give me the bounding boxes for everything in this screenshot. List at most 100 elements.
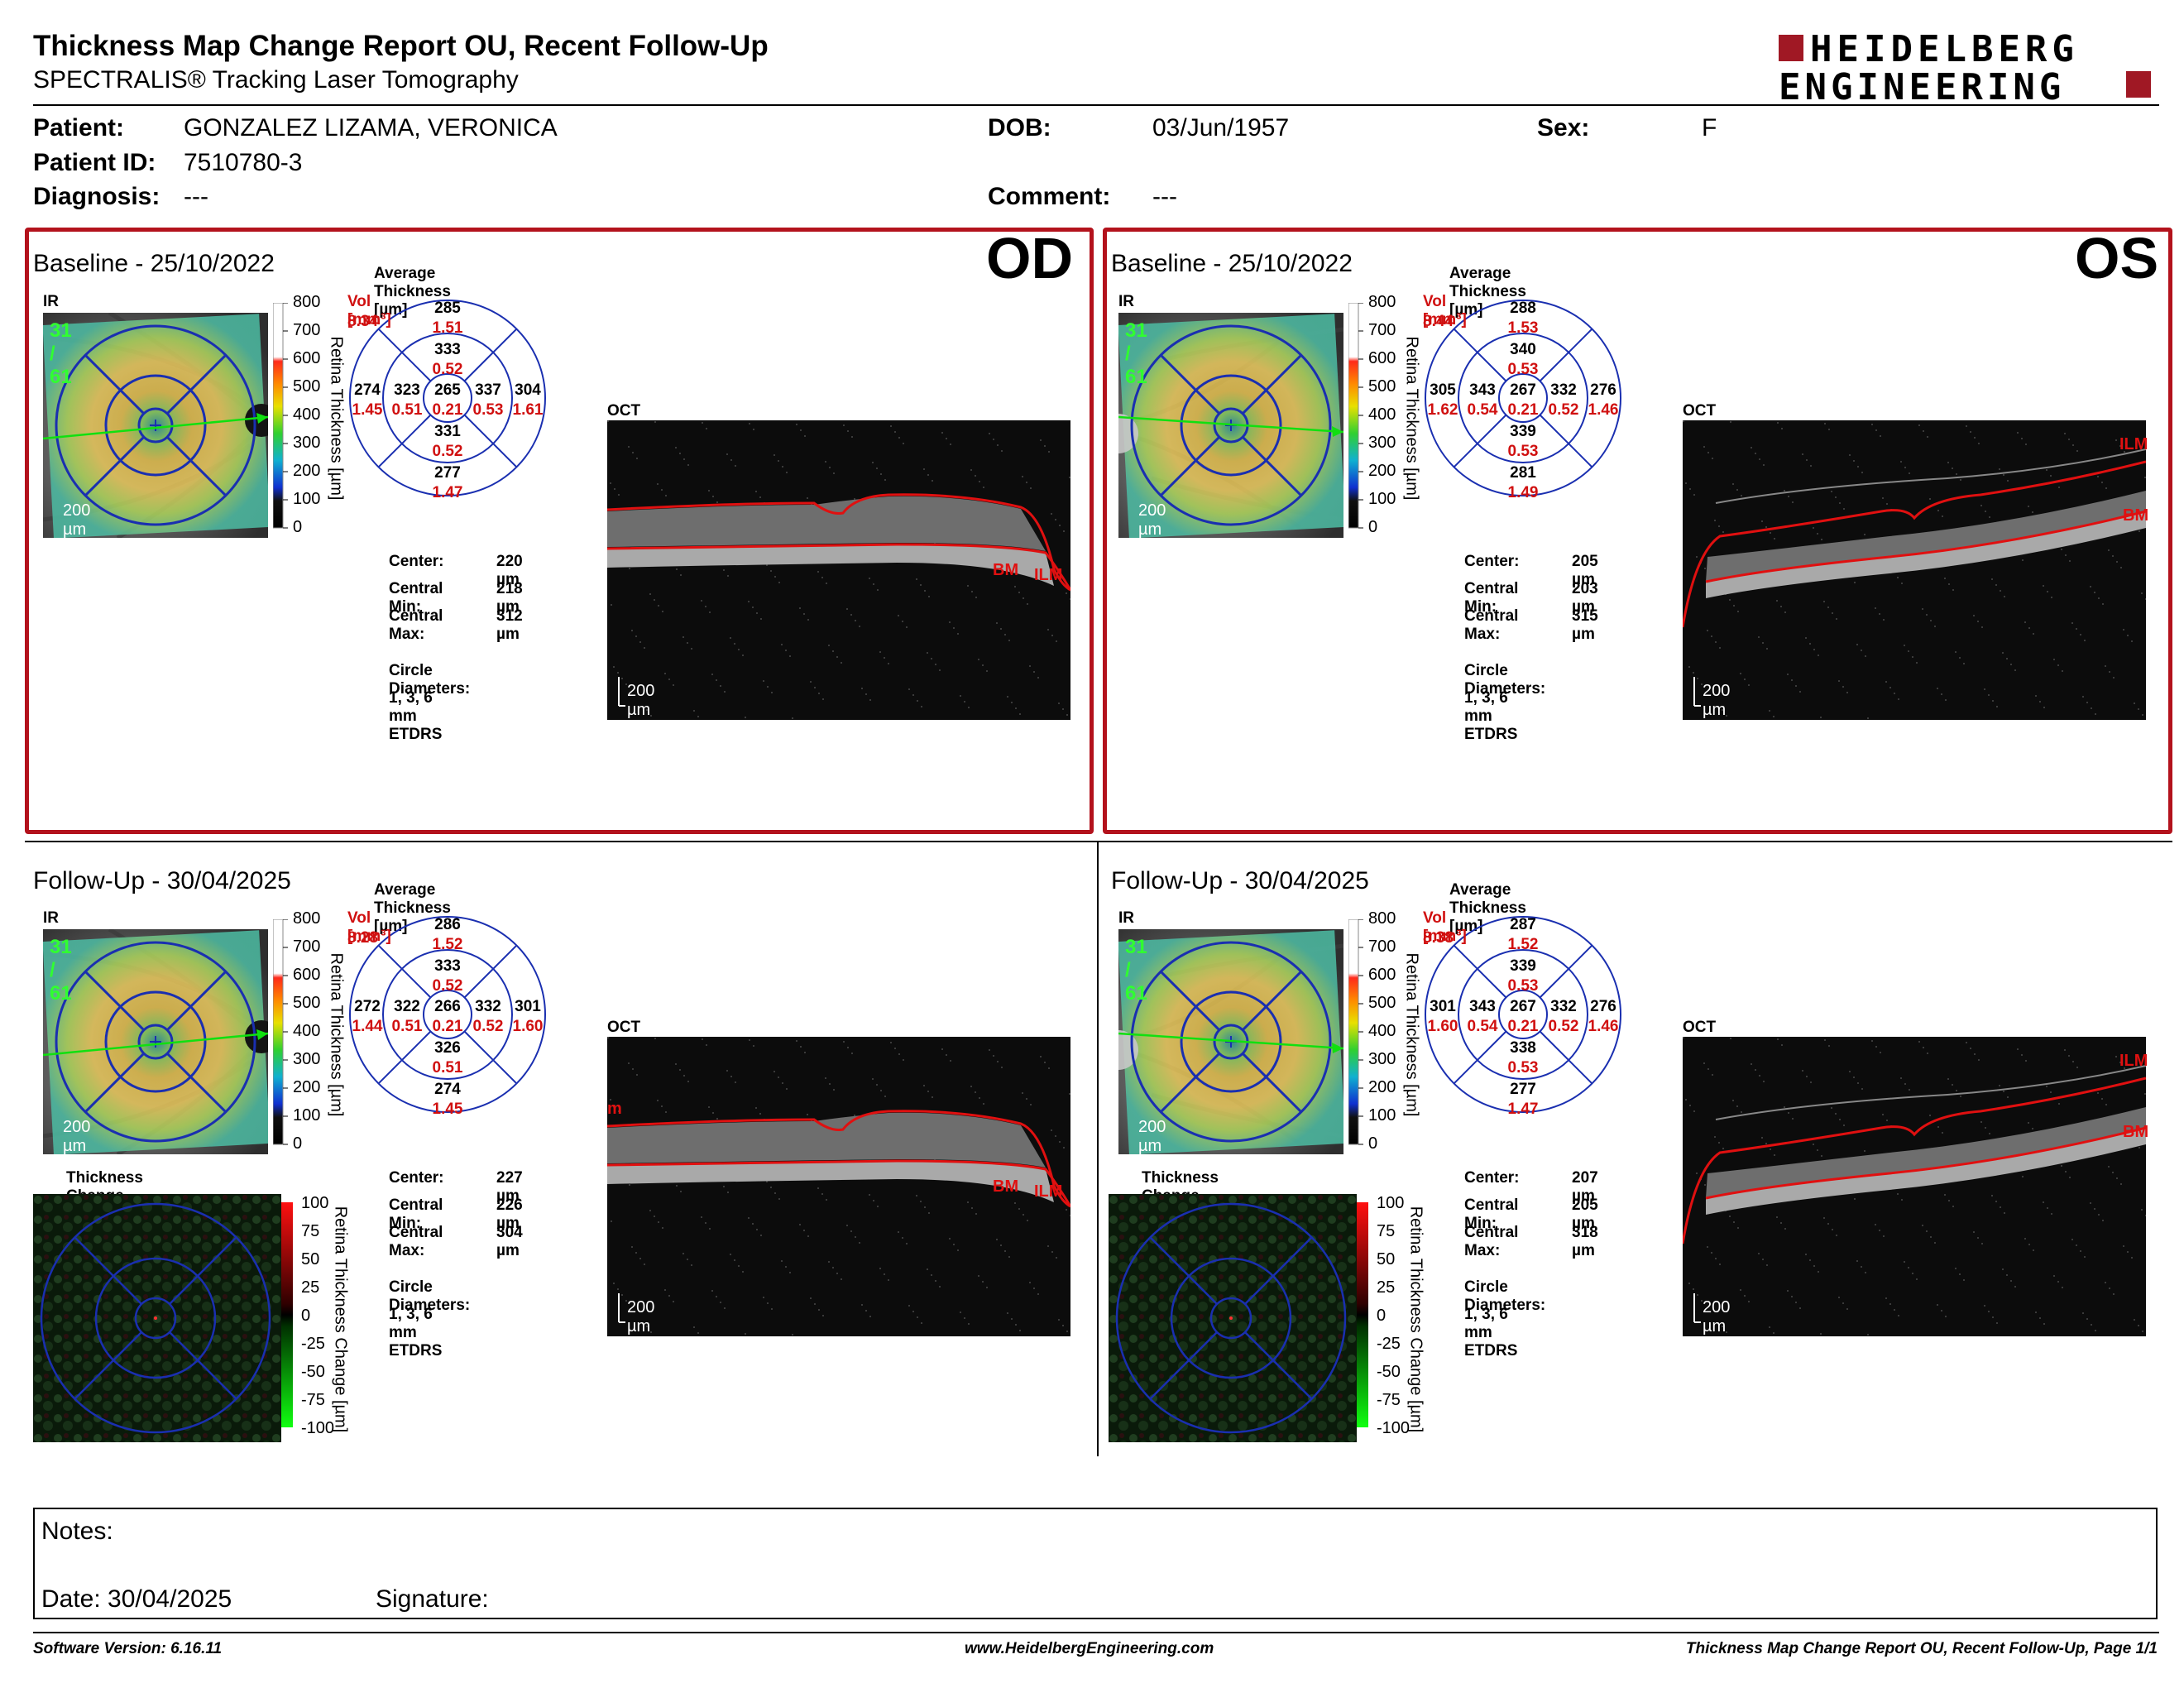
fundus-thickness-map[interactable] [1118,313,1343,538]
patient-id-label: Patient ID: [33,149,156,176]
thickness-colorbar [272,918,347,1151]
thickness-change-map[interactable] [33,1194,281,1442]
colorbar-tick: 200 [1368,462,1396,480]
etdrs-center-volume: 0.21 [432,1018,463,1035]
etdrs-inner-top-volume: 0.53 [1507,361,1539,378]
change-colorbar [281,1202,293,1427]
od-baseline-frame [25,228,1094,834]
logo-square-top-icon [1779,35,1803,61]
panel-title: Baseline - 25/10/2022 [1111,250,1353,277]
fundus-thickness-map[interactable] [43,929,268,1154]
stat-center-label: Center: [1464,1169,1520,1187]
colorbar-tick: 200 [293,462,321,480]
ilm-label: ILM [2119,1052,2148,1070]
diagnosis-label: Diagnosis: [33,183,160,210]
colorbar-tick: 700 [1368,321,1396,339]
etdrs-outer-left-volume: 1.45 [352,401,383,419]
etdrs-outer-left-volume: 1.44 [352,1018,383,1035]
thickness-colorbar [1348,302,1423,535]
dob-label: DOB: [988,114,1051,141]
stat-center-value: 205 µm [1572,553,1598,588]
report-title: Thickness Map Change Report OU, Recent F… [33,30,769,62]
etdrs-center: 267 [1510,381,1536,399]
os-baseline-frame [1103,228,2172,834]
etdrs-inner-right: 332 [1550,998,1577,1015]
etdrs-outer-top: 285 [434,300,461,317]
circle-diameters-label: Circle Diameters: [1464,1278,1546,1314]
etdrs-inner-bottom-volume: 0.53 [1507,1059,1539,1077]
fundus-scale-bar: 200 µm [1138,1118,1166,1155]
avg-thickness-label: Average Thickness [µm] [374,265,451,319]
colorbar-tick: 800 [293,909,321,928]
stat-center-label: Center: [389,1169,444,1187]
etdrs-outer-bottom: 281 [1510,464,1536,482]
column-divider [1097,841,1099,1456]
etdrs-inner-top: 333 [434,957,461,975]
avg-thickness-label: Average Thickness [µm] [374,881,451,935]
etdrs-outer-top: 287 [1510,916,1536,933]
etdrs-inner-right-volume: 0.52 [1548,401,1579,419]
stat-min-value: 205 µm [1572,1196,1598,1232]
etdrs-outer-right-volume: 1.46 [1588,1018,1619,1035]
fundus-thickness-map[interactable] [1118,929,1343,1154]
bm-label: BM [993,561,1019,579]
etdrs-inner-bottom-volume: 0.53 [1507,443,1539,460]
colorbar-tick: 700 [1368,938,1396,956]
etdrs-outer-right-volume: 1.60 [512,1018,544,1035]
etdrs-center: 267 [1510,998,1536,1015]
change-tick: 0 [1377,1307,1387,1325]
colorbar-tick: 700 [293,321,321,339]
change-tick: 100 [301,1194,329,1212]
ilm-label: ILM [2119,435,2148,453]
oct-bscan-image[interactable] [607,1037,1070,1336]
etdrs-inner-right: 337 [475,381,501,399]
oct-scale-bar: 200 µm [627,1298,655,1336]
etdrs-outer-bottom-volume: 1.45 [432,1101,463,1118]
stat-center-label: Center: [389,553,444,570]
colorbar-tick: 600 [293,966,321,984]
volume-label: Vol [mm³] [347,293,391,328]
bm-label: BM [2123,506,2149,525]
change-colorbar-title: Retina Thickness Change [µm] [1406,1206,1425,1433]
oct-bscan-image[interactable] [1683,420,2146,720]
etdrs-outer-top-volume: 1.52 [432,936,463,953]
stat-min-value: 218 µm [496,580,523,616]
oct-bscan-image[interactable] [607,420,1070,720]
stat-max-label: Central Max: [1464,1224,1519,1259]
stat-max-label: Central Max: [389,1224,443,1259]
notes-box[interactable]: Notes: Date: 30/04/2025 Signature: [33,1508,2158,1619]
colorbar-tick: 100 [293,1106,321,1125]
stat-center-value: 220 µm [496,553,523,588]
etdrs-center: 265 [434,381,461,399]
colorbar-tick: 600 [293,349,321,367]
colorbar-tick: 500 [293,377,321,396]
change-tick: 25 [1377,1278,1396,1297]
etdrs-outer-top-volume: 1.52 [1507,936,1539,953]
etdrs-outer-bottom: 277 [1510,1081,1536,1098]
etdrs-inner-left-volume: 0.54 [1467,401,1498,419]
etdrs-grid-diagram [347,298,548,498]
etdrs-inner-top: 340 [1510,341,1536,358]
change-tick: -25 [1377,1335,1401,1353]
thickness-change-map[interactable] [1109,1194,1357,1442]
volume-label: Vol [mm³] [1423,293,1467,328]
colorbar-tick: 400 [1368,1022,1396,1040]
notes-date: Date: 30/04/2025 [41,1585,232,1613]
circle-diameters-label: Circle Diameters: [1464,662,1546,698]
logo-line2: ENGINEERING [1779,66,2066,108]
footer-page: Thickness Map Change Report OU, Recent F… [1685,1640,2158,1657]
stat-center-value: 227 µm [496,1169,523,1205]
comment-label: Comment: [988,183,1111,210]
etdrs-outer-bottom-volume: 1.49 [1507,484,1539,501]
colorbar-tick: 500 [1368,377,1396,396]
etdrs-inner-bottom-volume: 0.52 [432,443,463,460]
oct-bscan-image[interactable] [1683,1037,2146,1336]
footer-url[interactable]: www.HeidelbergEngineering.com [965,1640,1214,1657]
fundus-thickness-map[interactable] [43,313,268,538]
etdrs-outer-bottom-volume: 1.47 [432,484,463,501]
circle-diameters-value: 1, 3, 6 mm ETDRS [1464,689,1518,743]
circle-diameters-label: Circle Diameters: [389,662,471,698]
colorbar-title: Retina Thickness [µm] [327,336,346,501]
eye-label: OS [2075,226,2159,290]
colorbar-title: Retina Thickness [µm] [1402,336,1421,501]
